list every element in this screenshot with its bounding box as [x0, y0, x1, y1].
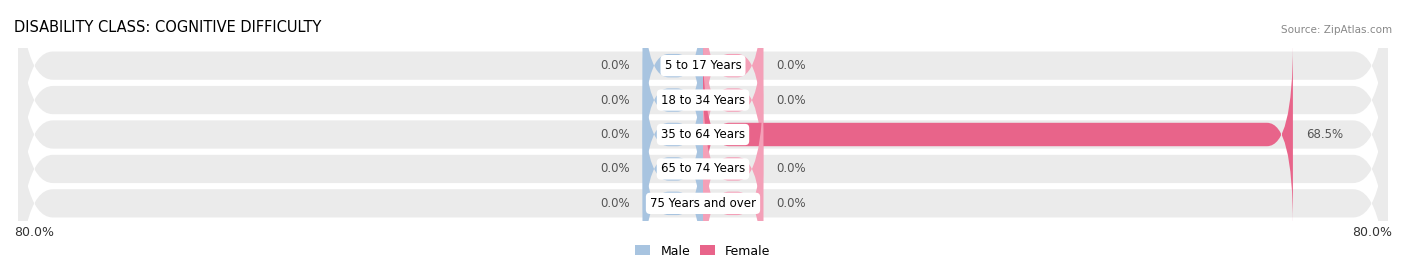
Text: 0.0%: 0.0% [600, 128, 630, 141]
FancyBboxPatch shape [643, 9, 703, 192]
Text: 0.0%: 0.0% [776, 94, 806, 107]
FancyBboxPatch shape [18, 45, 1388, 269]
FancyBboxPatch shape [18, 0, 1388, 224]
FancyBboxPatch shape [18, 11, 1388, 258]
FancyBboxPatch shape [643, 0, 703, 157]
Text: 0.0%: 0.0% [776, 59, 806, 72]
FancyBboxPatch shape [703, 0, 763, 157]
Text: 65 to 74 Years: 65 to 74 Years [661, 162, 745, 175]
Text: 0.0%: 0.0% [776, 197, 806, 210]
Text: Source: ZipAtlas.com: Source: ZipAtlas.com [1281, 25, 1392, 35]
Text: 0.0%: 0.0% [776, 162, 806, 175]
Text: 18 to 34 Years: 18 to 34 Years [661, 94, 745, 107]
FancyBboxPatch shape [703, 9, 763, 192]
Text: 80.0%: 80.0% [1353, 226, 1392, 239]
Text: 35 to 64 Years: 35 to 64 Years [661, 128, 745, 141]
Legend: Male, Female: Male, Female [630, 239, 776, 263]
Text: 75 Years and over: 75 Years and over [650, 197, 756, 210]
FancyBboxPatch shape [18, 0, 1388, 189]
FancyBboxPatch shape [703, 77, 763, 260]
FancyBboxPatch shape [643, 43, 703, 226]
Text: 0.0%: 0.0% [600, 59, 630, 72]
FancyBboxPatch shape [643, 77, 703, 260]
FancyBboxPatch shape [18, 80, 1388, 269]
Text: 0.0%: 0.0% [600, 162, 630, 175]
FancyBboxPatch shape [643, 112, 703, 269]
Text: 0.0%: 0.0% [600, 197, 630, 210]
FancyBboxPatch shape [703, 43, 1294, 226]
FancyBboxPatch shape [703, 112, 763, 269]
Text: 0.0%: 0.0% [600, 94, 630, 107]
Text: 80.0%: 80.0% [14, 226, 53, 239]
Text: 68.5%: 68.5% [1306, 128, 1343, 141]
Text: 5 to 17 Years: 5 to 17 Years [665, 59, 741, 72]
Text: DISABILITY CLASS: COGNITIVE DIFFICULTY: DISABILITY CLASS: COGNITIVE DIFFICULTY [14, 20, 322, 35]
